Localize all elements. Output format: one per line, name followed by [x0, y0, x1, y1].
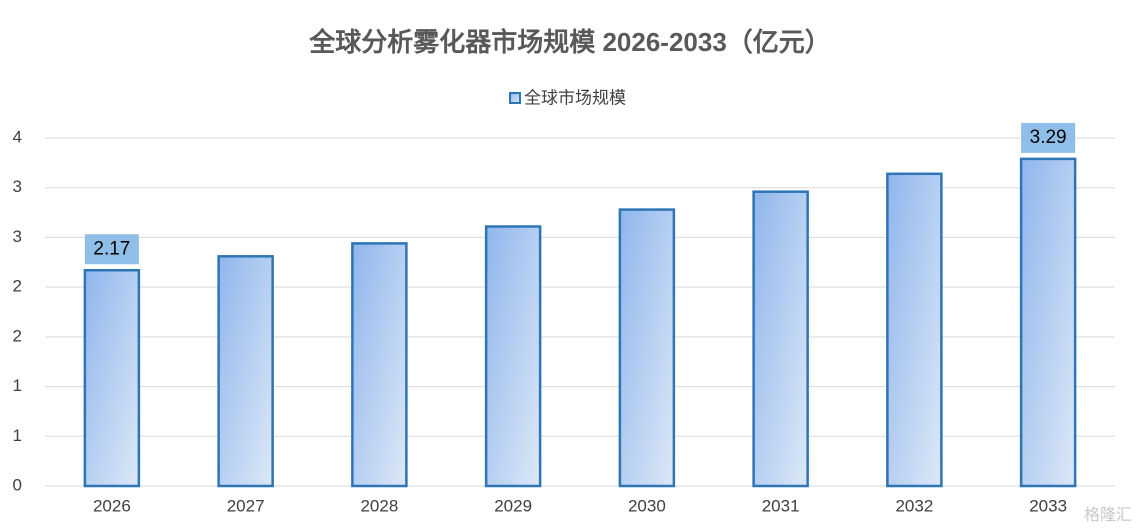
- x-tick-label: 2032: [895, 496, 933, 515]
- bar: [83, 268, 141, 488]
- y-tick-label: 3: [13, 227, 22, 246]
- x-tick-label: 2031: [762, 496, 800, 515]
- watermark: 格隆汇: [1084, 506, 1132, 524]
- bar: [886, 172, 943, 488]
- data-label-box: [84, 234, 139, 265]
- y-tick-label: 1: [13, 376, 22, 395]
- bar: [1019, 157, 1077, 488]
- data-label-box: [1021, 122, 1076, 153]
- x-tick-label: 2033: [1029, 496, 1067, 515]
- y-tick-label: 2: [13, 277, 22, 296]
- bar: [484, 225, 542, 488]
- chart-title: 全球分析雾化器市场规模 2026-2033（亿元）: [308, 27, 831, 57]
- bar: [618, 208, 676, 488]
- bar: [752, 190, 809, 488]
- x-tick-label: 2027: [227, 496, 265, 515]
- y-tick-label: 1: [13, 426, 22, 445]
- legend-label: 全球市场规模: [524, 88, 626, 107]
- bar: [217, 255, 274, 488]
- x-tick-label: 2029: [494, 496, 532, 515]
- y-tick-label: 0: [13, 475, 22, 494]
- y-tick-label: 2: [13, 326, 22, 345]
- data-label: 3.29: [1030, 127, 1067, 148]
- data-label: 2.17: [93, 238, 130, 259]
- x-tick-label: 2028: [360, 496, 398, 515]
- y-tick-label: 4: [13, 127, 22, 146]
- legend-swatch: [509, 92, 521, 104]
- bar: [351, 242, 408, 488]
- y-tick-label: 3: [13, 177, 22, 196]
- x-tick-label: 2030: [628, 496, 666, 515]
- x-tick-label: 2026: [93, 496, 131, 515]
